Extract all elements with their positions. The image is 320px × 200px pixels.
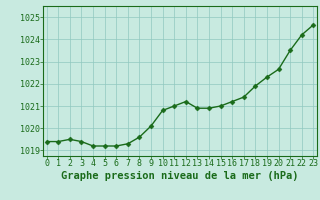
X-axis label: Graphe pression niveau de la mer (hPa): Graphe pression niveau de la mer (hPa) bbox=[61, 171, 299, 181]
